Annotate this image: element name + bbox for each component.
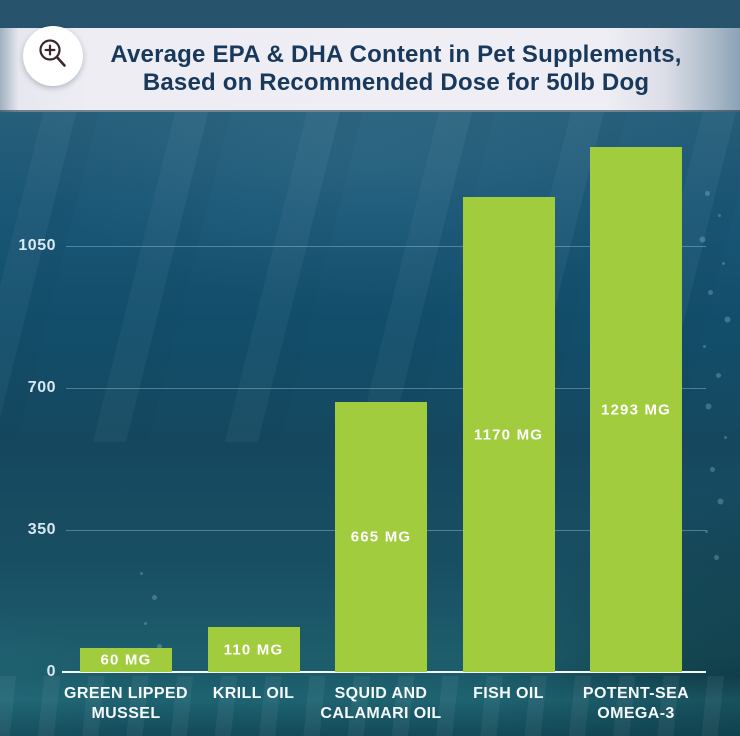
bar-value-label: 1293 MG xyxy=(600,401,672,419)
bar-potent-sea-omega-3: 1293 MG xyxy=(590,147,682,672)
title-banner: Average EPA & DHA Content in Pet Supplem… xyxy=(0,28,740,112)
x-axis-line xyxy=(62,671,706,673)
magnifier-zoom-in-icon xyxy=(35,36,71,77)
chart-title-line2: Based on Recommended Dose for 50lb Dog xyxy=(142,69,650,96)
bar-value-label: 1170 MG xyxy=(473,426,544,444)
bar-value-label: 665 MG xyxy=(350,528,412,546)
x-axis-label-krill-oil: KRILL OIL xyxy=(212,685,295,702)
x-axis-label-squid-and-calamari-oil: SQUID AND CALAMARI OIL xyxy=(320,685,442,722)
y-tick-label-350: 350 xyxy=(27,521,56,538)
bar-fish-oil: 1170 MG xyxy=(462,197,555,672)
y-tick-label-700: 700 xyxy=(27,379,56,396)
bar-green-lipped-mussel: 60 MG xyxy=(80,647,172,672)
x-axis-label-potent-sea-omega-3: POTENT-SEA OMEGA-3 xyxy=(582,685,690,722)
zoom-badge xyxy=(23,26,83,86)
chart-title: Average EPA & DHA Content in Pet Supplem… xyxy=(50,41,689,97)
y-tick-label-1050: 1050 xyxy=(18,237,56,254)
bar-krill-oil: 110 MG xyxy=(207,627,300,672)
gridline-1050 xyxy=(66,246,706,247)
bubbles-decoration xyxy=(0,0,3,3)
gridline-700 xyxy=(66,388,706,389)
y-tick-label-0: 0 xyxy=(46,663,56,680)
x-axis-label-fish-oil: FISH OIL xyxy=(473,685,544,702)
chart-title-line1: Average EPA & DHA Content in Pet Supplem… xyxy=(110,41,682,68)
bar-squid-and-calamari-oil: 665 MG xyxy=(335,402,427,672)
x-axis-label-green-lipped-mussel: GREEN LIPPED MUSSEL xyxy=(64,685,188,722)
bar-value-label: 60 MG xyxy=(100,651,152,669)
bar-value-label: 110 MG xyxy=(223,641,284,659)
